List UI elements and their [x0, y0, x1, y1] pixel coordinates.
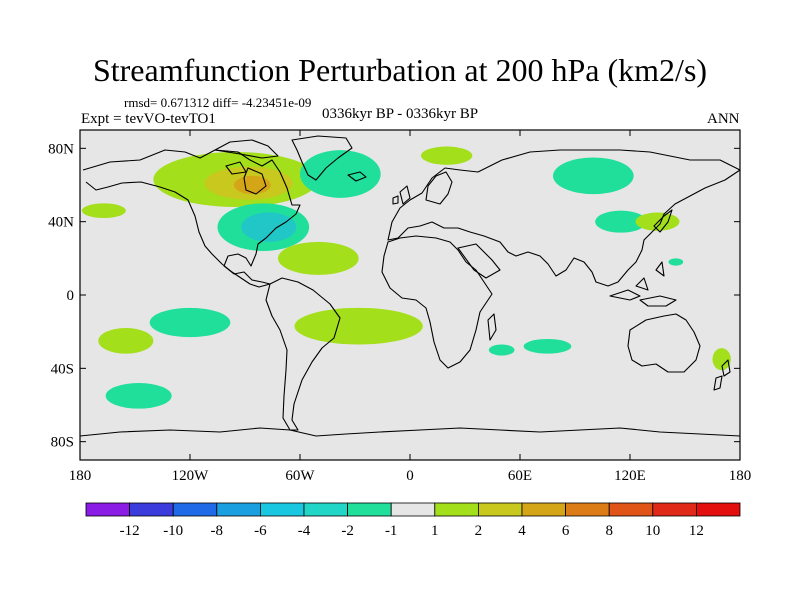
- coast-arctic-islands: [214, 139, 279, 175]
- coastlines: [79, 135, 741, 437]
- colorbar-swatch: [259, 502, 305, 517]
- scandinavia-positive: [421, 146, 473, 165]
- coast-iceland: [347, 171, 367, 182]
- colorbar-swatch: [129, 502, 174, 517]
- pacific-small-negative: [668, 258, 684, 266]
- colorbar-swatch: [652, 502, 697, 517]
- colorbar-label: 4: [518, 523, 526, 539]
- y-tick-label: 40S: [51, 361, 74, 377]
- x-tick-label: 120W: [172, 468, 210, 484]
- experiment-label: Expt = tevVO-tevTO1: [81, 111, 216, 127]
- colorbar-label: 10: [645, 523, 660, 539]
- x-tick-label: 180: [729, 468, 752, 484]
- south-pacific-negative: [149, 307, 231, 338]
- coast-hudson-bay: [243, 167, 267, 195]
- colorbar-swatch: [696, 502, 741, 517]
- y-tick-label: 0: [67, 288, 75, 304]
- x-tick-label: 60E: [508, 468, 532, 484]
- colorbar-label: 1: [431, 523, 439, 539]
- colorbar-swatch: [216, 502, 261, 517]
- east-asia-positive: [635, 212, 680, 231]
- x-tick-label: 120E: [614, 468, 646, 484]
- colorbar-swatch: [477, 502, 523, 517]
- south-indian-negative-1: [488, 344, 515, 356]
- y-tick-label: 80S: [51, 435, 74, 451]
- x-tick-label: 0: [406, 468, 414, 484]
- colorbar-label: 12: [689, 523, 704, 539]
- colorbar-label: -12: [120, 523, 140, 539]
- colorbar-label: -2: [341, 523, 354, 539]
- south-atlantic-positive: [294, 307, 423, 345]
- north-atlantic-negative: [300, 150, 381, 198]
- colorbar-swatch: [390, 502, 436, 517]
- y-tick-label: 80N: [48, 141, 74, 157]
- season-label: ANN: [707, 111, 740, 127]
- coast-south-america: [265, 277, 341, 431]
- colorbar-label: 6: [562, 523, 570, 539]
- caribbean-positive: [278, 241, 359, 275]
- colorbar-swatch: [521, 502, 566, 517]
- x-tick-label: 180: [69, 468, 92, 484]
- southern-ocean-negative: [105, 383, 172, 409]
- colorbar-swatch: [347, 502, 392, 517]
- south-indian-negative-2: [523, 339, 572, 354]
- colorbar-swatch: [85, 502, 130, 517]
- colorbar-swatch: [303, 502, 348, 517]
- coast-australia: [627, 313, 701, 373]
- coast-arabia: [457, 243, 501, 279]
- coast-new-zealand: [713, 359, 731, 391]
- colorbar-label: -8: [211, 523, 224, 539]
- period-label: 0336kyr BP - 0336kyr BP: [322, 106, 479, 122]
- coast-se-asia-islands: [609, 261, 677, 307]
- coast-north-america: [82, 149, 301, 288]
- colorbar: -12 -10 -8 -6 -4 -2 -1 1 2 4 6 8 10 12: [85, 502, 741, 539]
- colorbar-swatch: [434, 502, 479, 517]
- colorbar-swatch: [608, 502, 654, 517]
- coast-africa: [381, 235, 493, 369]
- colorbar-label: -4: [298, 523, 311, 539]
- coast-madagascar: [487, 313, 497, 341]
- colorbar-swatch: [172, 502, 218, 517]
- x-tick-label: 60W: [285, 468, 315, 484]
- rmsd-stats: rmsd= 0.671312 diff= -4.23451e-09: [124, 95, 312, 110]
- plot-title: Streamfunction Perturbation at 200 hPa (…: [92, 52, 708, 88]
- coast-antarctica: [79, 427, 741, 437]
- coast-japan: [653, 209, 673, 233]
- new-zealand-positive: [712, 348, 731, 371]
- coast-scandinavia: [425, 171, 453, 205]
- colorbar-label: 2: [475, 523, 483, 539]
- colorbar-label: -1: [385, 523, 398, 539]
- colorbar-label: -10: [163, 523, 183, 539]
- coast-greenland: [291, 135, 353, 181]
- y-tick-label: 40N: [48, 215, 74, 231]
- coast-eurasia: [387, 149, 741, 287]
- map-axes: 180 120W 60W 0 60E 120E 180 80N 40N 0 40S 80S: [48, 130, 751, 484]
- east-us-negative-core: [241, 212, 297, 242]
- pacific-west-positive: [81, 203, 126, 219]
- south-pacific-positive: [98, 328, 154, 354]
- colorbar-swatch: [565, 502, 610, 517]
- east-asia-negative: [595, 210, 647, 233]
- coast-british-isles: [392, 185, 411, 205]
- colorbar-label: 8: [605, 523, 613, 539]
- colorbar-label: -6: [254, 523, 267, 539]
- contour-fills: [80, 130, 740, 460]
- siberia-negative: [553, 157, 634, 195]
